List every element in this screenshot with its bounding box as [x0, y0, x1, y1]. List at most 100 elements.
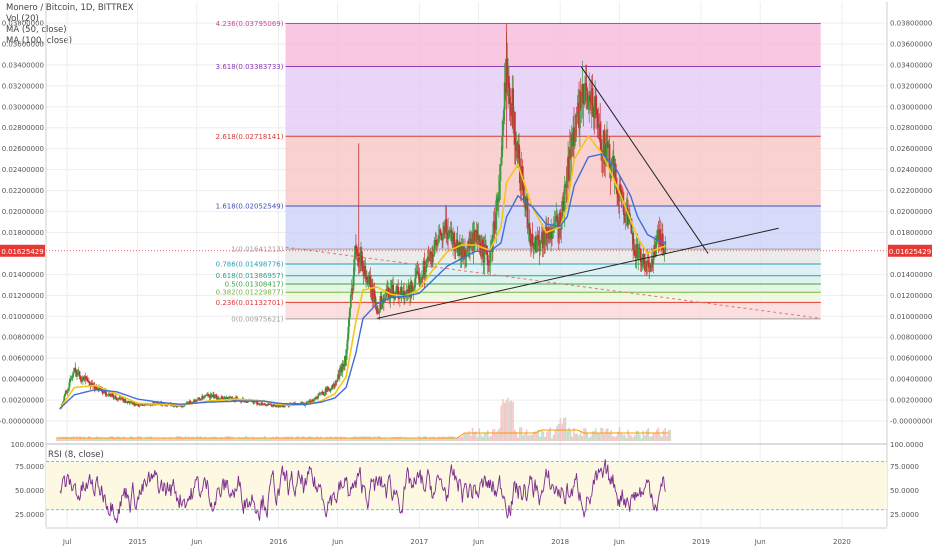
candle-body — [82, 376, 84, 381]
candle-body — [87, 381, 90, 382]
volume-bar — [150, 436, 153, 441]
candle-body — [261, 402, 263, 405]
candle-body — [624, 216, 627, 223]
candle-body — [440, 232, 443, 240]
candle-body — [539, 243, 542, 252]
candle-body — [662, 249, 665, 255]
candle-body — [335, 381, 338, 383]
volume-bar — [297, 436, 300, 441]
candle-body — [410, 281, 413, 293]
rsi-title[interactable]: RSI (8, close) — [48, 450, 104, 460]
candle-body — [79, 376, 82, 380]
candle-body — [557, 221, 559, 229]
candle-body — [412, 287, 415, 293]
volume-bar — [236, 438, 239, 441]
candle-body — [478, 235, 481, 247]
candle-body — [415, 273, 417, 279]
volume-bar — [224, 436, 227, 441]
volume-bar — [486, 430, 489, 441]
volume-bar — [295, 436, 298, 441]
x-tick-label: 2018 — [551, 538, 569, 546]
volume-bar — [491, 429, 494, 441]
candle-body — [610, 161, 613, 179]
volume-bar — [211, 437, 213, 441]
volume-bar — [321, 438, 323, 441]
y-tick-label-left: 0.00400000 — [2, 376, 44, 384]
y-tick-label-right: -0.00000000 — [890, 418, 932, 426]
candle-body — [453, 232, 455, 243]
volume-bar — [409, 438, 411, 441]
volume-bar — [366, 436, 369, 441]
volume-bar — [382, 437, 384, 441]
volume-bar — [647, 427, 650, 441]
candle-body — [199, 399, 202, 400]
volume-bar — [284, 437, 286, 441]
candle-body — [349, 294, 352, 308]
volume-bar — [644, 435, 646, 441]
indicator-volume[interactable]: Vol (20) — [6, 14, 39, 24]
candle-body — [84, 376, 87, 381]
candle-body — [213, 396, 216, 398]
candle-body — [589, 95, 591, 102]
candle-body — [244, 401, 247, 403]
volume-bar — [510, 400, 513, 441]
candle-body — [354, 245, 356, 260]
volume-bar — [213, 436, 215, 441]
candle-body — [652, 250, 655, 264]
volume-bar — [138, 436, 141, 441]
volume-bar — [419, 436, 421, 441]
candle-body — [121, 398, 124, 399]
volume-bar — [505, 400, 508, 441]
candle-body — [431, 253, 433, 265]
price-tag-left-label: 0.01625429 — [1, 248, 43, 256]
y-tick-label-left: 0.00800000 — [2, 334, 44, 342]
indicator-ma100[interactable]: MA (100, close) — [6, 36, 73, 46]
volume-bar — [307, 436, 310, 441]
fib-zone — [285, 264, 821, 276]
candle-body — [419, 282, 422, 285]
volume-bar — [72, 436, 75, 441]
volume-bar — [596, 432, 599, 441]
volume-bar — [368, 436, 371, 441]
candle-body — [111, 393, 114, 395]
volume-bar — [542, 431, 545, 441]
volume-bar — [392, 436, 394, 441]
volume-bar — [235, 438, 237, 441]
y-tick-label-left: 0.00600000 — [2, 355, 44, 363]
candle-body — [315, 397, 318, 399]
volume-bar — [573, 428, 575, 441]
candle-body — [488, 263, 491, 267]
candle-body — [506, 58, 509, 87]
candle-body — [529, 228, 531, 244]
volume-bar — [654, 433, 656, 441]
candle-body — [424, 272, 427, 277]
volume-bar — [483, 433, 486, 441]
candle-body — [347, 326, 350, 340]
candle-body — [437, 235, 440, 240]
volume-bar — [422, 436, 425, 441]
volume-bar — [417, 436, 420, 441]
volume-bar — [133, 437, 136, 441]
volume-bar — [279, 437, 281, 441]
candle-body — [423, 260, 426, 277]
indicator-ma50[interactable]: MA (50, close) — [6, 25, 67, 35]
volume-bar — [481, 437, 484, 441]
volume-bar — [627, 429, 629, 441]
volume-bar — [233, 438, 235, 441]
candle-body — [215, 394, 218, 399]
candle-body — [364, 265, 367, 279]
y-tick-label-left: 0.03000000 — [2, 103, 44, 111]
volume-bar — [290, 436, 293, 441]
x-tick-label: Jun — [190, 538, 202, 546]
y-tick-label-right: 0.01800000 — [890, 229, 932, 237]
volume-bar — [120, 437, 122, 441]
volume-bar — [302, 436, 305, 441]
volume-bar — [630, 435, 633, 441]
volume-bar — [299, 438, 301, 441]
volume-bar — [515, 432, 518, 441]
volume-bar — [480, 434, 482, 441]
volume-bar — [561, 423, 563, 441]
candle-body — [273, 405, 276, 407]
volume-bar — [407, 437, 410, 441]
